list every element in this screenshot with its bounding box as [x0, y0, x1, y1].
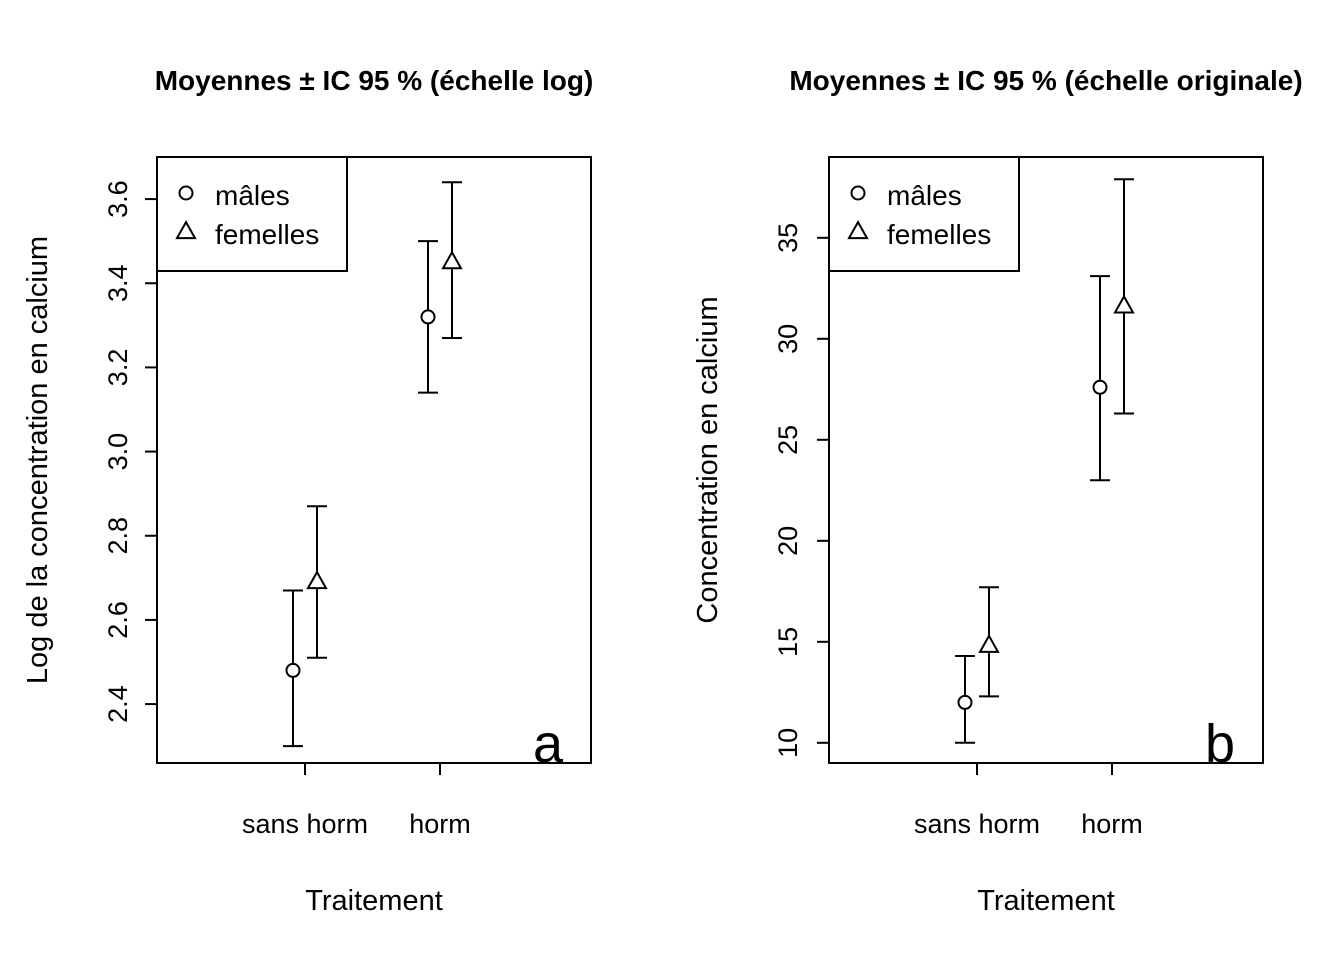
y-tick-label: 3.2 — [103, 349, 133, 387]
legend-triangle-icon — [175, 220, 197, 240]
y-tick-label: 3.4 — [103, 264, 133, 302]
x-tick-label: sans horm — [914, 809, 1040, 839]
y-tick-label: 20 — [773, 526, 803, 556]
y-tick-label: 30 — [773, 324, 803, 354]
legend-triangle-icon — [847, 220, 869, 240]
y-tick-label: 3.6 — [103, 180, 133, 218]
y-tick-label: 3.0 — [103, 433, 133, 471]
panel-letter: b — [1205, 714, 1235, 774]
data-point-males — [285, 662, 301, 678]
y-tick-label: 25 — [773, 425, 803, 455]
legend-label-males: mâles — [887, 180, 962, 211]
chart-panel-b: Moyennes ± IC 95 % (échelle originale) 10… — [692, 65, 1303, 917]
legend-circle-icon — [178, 185, 194, 201]
chart-title: Moyennes ± IC 95 % (échelle log) — [155, 65, 594, 96]
data-point-females — [306, 570, 328, 590]
chart-panel-a: Moyennes ± IC 95 % (échelle log) 2.4 2.6 2.… — [22, 65, 593, 917]
y-tick-label: 2.6 — [103, 601, 133, 639]
x-axis-label: Traitement — [977, 885, 1115, 917]
y-tick-label: 15 — [773, 627, 803, 657]
chart-title: Moyennes ± IC 95 % (échelle originale) — [789, 65, 1302, 96]
data-point-females — [978, 633, 1000, 653]
data-point-males — [1092, 379, 1108, 395]
data-point-females — [1113, 294, 1135, 314]
x-axis-label: Traitement — [305, 885, 443, 917]
data-point-males — [957, 694, 973, 710]
data-point-females — [441, 250, 463, 270]
x-tick-label: horm — [1081, 809, 1143, 839]
legend-label-females: femelles — [215, 219, 319, 250]
legend-box — [828, 156, 1020, 272]
y-tick-label: 35 — [773, 223, 803, 253]
legend-circle-icon — [850, 185, 866, 201]
y-tick-label: 2.8 — [103, 517, 133, 555]
y-axis-label: Log de la concentration en calcium — [22, 236, 54, 684]
y-axis-label: Concentration en calcium — [692, 296, 724, 623]
x-tick-label: sans horm — [242, 809, 368, 839]
y-tick-label: 2.4 — [103, 685, 133, 723]
x-tick-label: horm — [409, 809, 471, 839]
panel-letter: a — [533, 714, 564, 774]
y-tick-label: 10 — [773, 728, 803, 758]
legend-box — [156, 156, 348, 272]
legend-label-males: mâles — [215, 180, 290, 211]
data-point-males — [420, 309, 436, 325]
legend-label-females: femelles — [887, 219, 991, 250]
